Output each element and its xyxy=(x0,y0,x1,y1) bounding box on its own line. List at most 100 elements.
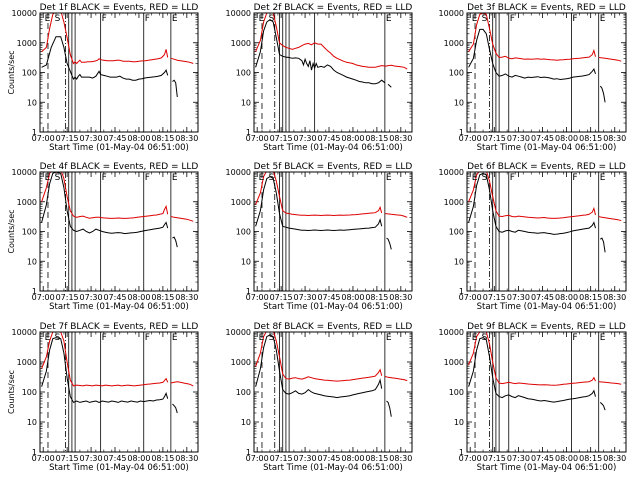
series-group xyxy=(468,332,622,411)
segment-label: E xyxy=(259,173,265,183)
series-line-events xyxy=(386,400,392,417)
y-tick-label: 10 xyxy=(454,418,464,427)
x-tick-label: 07:15 xyxy=(56,454,79,463)
x-tick-label: 07:15 xyxy=(483,134,506,143)
x-tick-label: 07:00 xyxy=(32,293,55,302)
panel-1: Det 1f BLACK = Events, RED = LLD 1 10 100 10… xyxy=(7,3,199,153)
panel-9: Det 9f BLACK = Events, RED = LLD 1 10 100 10… xyxy=(439,322,627,473)
series-line-lld xyxy=(170,216,194,222)
panel-6: Det 6f BLACK = Events, RED = LLD 1 10 100 10… xyxy=(439,162,627,312)
series-line-lld xyxy=(468,13,596,61)
series-line-lld xyxy=(41,172,169,219)
x-tick-label: 07:15 xyxy=(270,293,293,302)
y-tick-label: 10000 xyxy=(12,9,37,18)
y-tick-label: 1000 xyxy=(231,198,251,207)
x-tick-label: 07:45 xyxy=(317,134,340,143)
segment-label: E xyxy=(600,14,606,24)
y-axis-label: Counts/sec xyxy=(7,370,16,414)
y-tick-label: 10000 xyxy=(439,328,464,337)
y-tick-label: 1000 xyxy=(444,39,464,48)
segment-label: S xyxy=(482,333,488,343)
series-line-lld xyxy=(468,332,596,386)
x-tick-label: 07:00 xyxy=(246,293,269,302)
x-tick-label: 08:30 xyxy=(389,134,412,143)
plot-frame xyxy=(466,12,627,133)
segment-label: F xyxy=(102,173,107,183)
x-tick-label: 07:30 xyxy=(80,454,103,463)
x-tick-label: 07:45 xyxy=(317,454,340,463)
x-tick-label: 08:15 xyxy=(365,293,388,302)
segment-label: E xyxy=(472,173,478,183)
y-tick-label: 1 xyxy=(246,287,251,296)
y-axis-label: Counts/sec xyxy=(7,209,16,253)
segment-label: E xyxy=(600,173,606,183)
segment-label: E xyxy=(472,14,478,24)
segment-label: F xyxy=(102,14,107,24)
x-axis-label: Start Time (01-May-04 06:51:00) xyxy=(49,143,189,153)
x-tick-label: 07:30 xyxy=(507,293,530,302)
y-tick-label: 10000 xyxy=(12,168,37,177)
x-tick-label: 08:30 xyxy=(389,454,412,463)
plot-frame xyxy=(466,331,627,453)
x-tick-label: 07:30 xyxy=(80,134,103,143)
x-tick-label: 07:45 xyxy=(103,293,126,302)
x-axis-label: Start Time (01-May-04 06:51:00) xyxy=(49,302,189,312)
y-tick-label: 1 xyxy=(246,448,251,457)
y-tick-label: 10 xyxy=(27,418,37,427)
x-tick-label: 08:15 xyxy=(579,293,602,302)
x-tick-label: 08:30 xyxy=(603,134,626,143)
x-tick-label: 07:45 xyxy=(103,134,126,143)
panel-title: Det 7f BLACK = Events, RED = LLD xyxy=(40,322,199,332)
series-line-events xyxy=(41,172,169,235)
x-tick-label: 07:30 xyxy=(294,454,317,463)
segment-label: E xyxy=(386,173,392,183)
series-line-lld xyxy=(598,57,622,62)
y-tick-label: 10 xyxy=(454,257,464,266)
panel-title: Det 5f BLACK = Events, RED = LLD xyxy=(254,162,413,172)
segment-label: F xyxy=(145,14,150,24)
segment-label: S xyxy=(55,14,61,24)
y-tick-label: 1000 xyxy=(17,198,37,207)
y-tick-label: 100 xyxy=(22,388,37,397)
y-tick-label: 1 xyxy=(32,128,37,137)
series-line-lld xyxy=(598,216,622,222)
x-tick-label: 07:00 xyxy=(32,134,55,143)
y-tick-label: 1 xyxy=(32,448,37,457)
panel-title: Det 2f BLACK = Events, RED = LLD xyxy=(254,3,413,13)
x-tick-label: 08:00 xyxy=(555,293,578,302)
x-tick-label: 08:15 xyxy=(579,134,602,143)
segment-label: S xyxy=(269,14,275,24)
x-tick-label: 07:00 xyxy=(32,454,55,463)
x-tick-label: 07:45 xyxy=(531,134,554,143)
series-line-events xyxy=(468,337,596,403)
y-tick-label: 1 xyxy=(459,448,464,457)
x-tick-label: 07:15 xyxy=(56,293,79,302)
series-group xyxy=(41,172,194,248)
y-tick-label: 1000 xyxy=(444,198,464,207)
y-tick-label: 100 xyxy=(236,388,251,397)
series-group xyxy=(255,13,408,88)
series-group xyxy=(468,172,622,253)
segment-label: E xyxy=(386,333,392,343)
segment-label: F xyxy=(510,333,515,343)
series-line-events xyxy=(255,18,386,85)
x-axis-label: Start Time (01-May-04 06:51:00) xyxy=(49,463,189,473)
panel-8: Det 8f BLACK = Events, RED = LLD 1 10 100 10… xyxy=(226,322,413,473)
segment-label: E xyxy=(386,14,392,24)
panel-2: Det 2f BLACK = Events, RED = LLD 1 10 100 10… xyxy=(226,3,413,153)
x-axis-label: Start Time (01-May-04 06:51:00) xyxy=(477,463,617,473)
plot-frame xyxy=(39,171,199,292)
y-tick-label: 10000 xyxy=(226,9,251,18)
segment-label: E xyxy=(172,14,178,24)
x-tick-label: 07:15 xyxy=(270,134,293,143)
y-tick-label: 10 xyxy=(454,98,464,107)
x-tick-label: 07:30 xyxy=(507,134,530,143)
x-tick-label: 08:15 xyxy=(579,454,602,463)
series-line-lld xyxy=(598,381,622,385)
plot-frame xyxy=(253,331,413,453)
segment-label: E xyxy=(172,333,178,343)
x-axis-label: Start Time (01-May-04 06:51:00) xyxy=(263,302,403,312)
series-line-lld xyxy=(170,381,194,387)
panel-title: Det 4f BLACK = Events, RED = LLD xyxy=(40,162,199,172)
series-line-lld xyxy=(384,64,408,70)
